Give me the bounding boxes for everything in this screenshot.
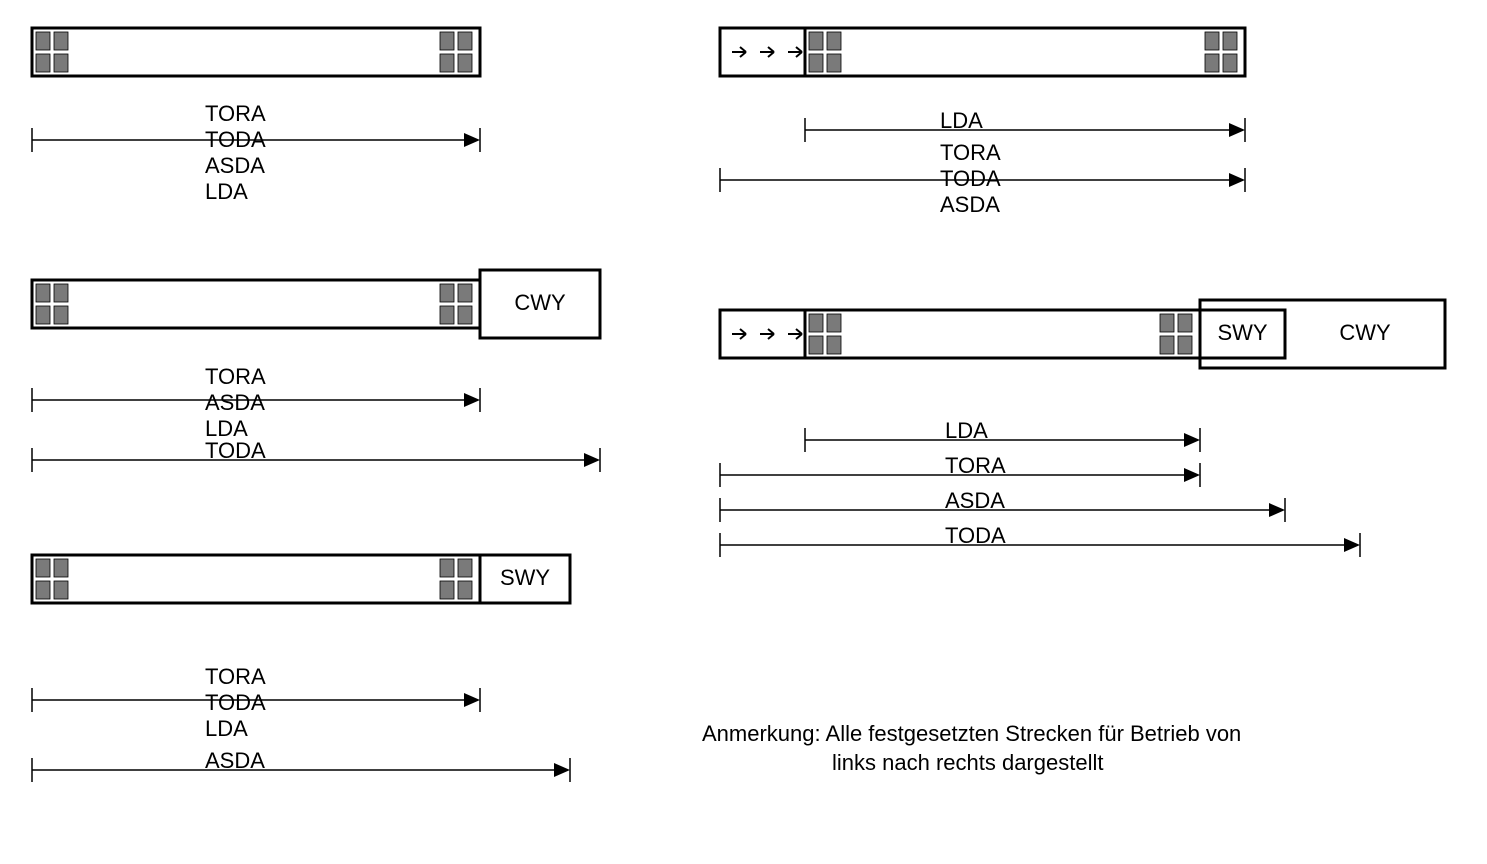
svg-text:TODA: TODA <box>945 523 1006 548</box>
svg-text:LDA: LDA <box>940 108 983 133</box>
svg-text:TORA: TORA <box>945 453 1006 478</box>
footnote-line2: links nach rechts dargestellt <box>702 750 1103 775</box>
diagram-canvas: TORATODAASDALDACWYTORAASDALDATODASWYTORA… <box>0 0 1487 864</box>
footnote: Anmerkung: Alle festgesetzten Strecken f… <box>702 720 1241 777</box>
svg-text:TODA: TODA <box>205 438 266 463</box>
svg-text:TORA: TORA <box>205 364 266 389</box>
svg-text:TORA: TORA <box>205 664 266 689</box>
svg-text:TODA: TODA <box>205 690 266 715</box>
svg-text:ASDA: ASDA <box>940 192 1000 217</box>
svg-text:ASDA: ASDA <box>205 748 265 773</box>
svg-text:ASDA: ASDA <box>205 390 265 415</box>
svg-text:LDA: LDA <box>205 179 248 204</box>
footnote-line1: Anmerkung: Alle festgesetzten Strecken f… <box>702 721 1241 746</box>
svg-text:CWY: CWY <box>514 290 566 315</box>
svg-text:TODA: TODA <box>205 127 266 152</box>
svg-text:LDA: LDA <box>945 418 988 443</box>
svg-text:SWY: SWY <box>500 565 550 590</box>
svg-text:ASDA: ASDA <box>945 488 1005 513</box>
svg-text:TODA: TODA <box>940 166 1001 191</box>
svg-text:LDA: LDA <box>205 716 248 741</box>
svg-text:TORA: TORA <box>940 140 1001 165</box>
svg-text:SWY: SWY <box>1217 320 1267 345</box>
svg-text:TORA: TORA <box>205 101 266 126</box>
svg-text:CWY: CWY <box>1339 320 1391 345</box>
svg-text:ASDA: ASDA <box>205 153 265 178</box>
